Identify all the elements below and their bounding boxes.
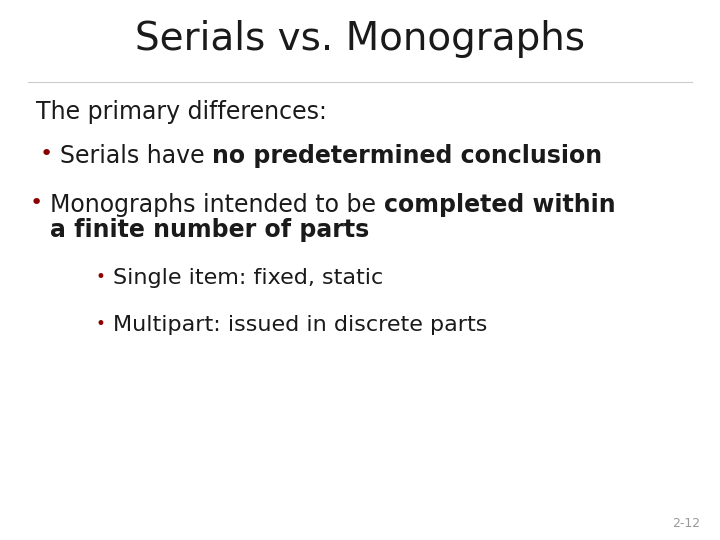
Text: Monographs intended to be: Monographs intended to be <box>50 193 384 217</box>
Text: •: • <box>40 144 53 164</box>
Text: a finite number of parts: a finite number of parts <box>50 218 369 241</box>
Text: The primary differences:: The primary differences: <box>36 100 327 124</box>
Text: Serials vs. Monographs: Serials vs. Monographs <box>135 20 585 58</box>
Text: no predetermined conclusion: no predetermined conclusion <box>212 144 602 168</box>
Text: Multipart: issued in discrete parts: Multipart: issued in discrete parts <box>113 315 487 335</box>
Text: Serials have: Serials have <box>60 144 212 168</box>
Text: •: • <box>30 193 42 213</box>
Text: Single item: fixed, static: Single item: fixed, static <box>113 268 383 288</box>
Text: completed within: completed within <box>384 193 615 217</box>
Text: •: • <box>95 315 105 333</box>
Text: 2-12: 2-12 <box>672 517 700 530</box>
Text: •: • <box>95 268 105 286</box>
